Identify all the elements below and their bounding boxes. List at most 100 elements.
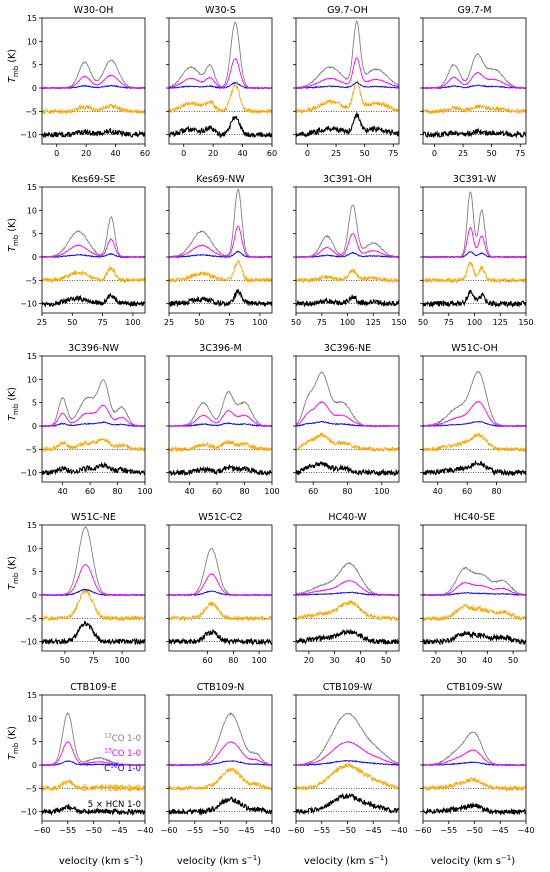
legend-entry-text: O 1-0 (118, 764, 141, 774)
y-tick-label: −5 (25, 614, 37, 623)
series-line-hcn (296, 461, 399, 477)
x-tick-label: −40 (264, 826, 281, 835)
y-tick-label: 10 (27, 714, 37, 723)
series-line-co13 (296, 232, 399, 258)
series-line-co12 (423, 52, 526, 91)
series-line-hco (169, 601, 272, 622)
series-line-co12 (42, 526, 145, 597)
y-axis-label-subscript: mb (12, 572, 20, 584)
x-tick-label: −50 (85, 826, 102, 835)
x-tick-label: 150 (391, 318, 406, 327)
y-axis-label-symbol: T (7, 753, 18, 760)
x-tick-label: 75 (224, 318, 234, 327)
series-line-hco (423, 261, 526, 285)
series-line-c18o (296, 759, 399, 767)
series-group (296, 204, 399, 308)
y-axis-label: Tmb (K) (7, 556, 20, 590)
panel-title: Kes69-SE (71, 174, 115, 185)
series-line-co13 (423, 71, 526, 89)
panel-title: 3C391-W (453, 174, 497, 185)
series-line-co12 (296, 204, 399, 259)
panel-title: W51C-NE (71, 512, 116, 523)
y-axis-label-unit: (K) (7, 726, 18, 743)
series-line-hco (423, 776, 526, 792)
series-line-hcn (42, 803, 145, 817)
series-line-co13 (296, 400, 399, 428)
x-tick-label: −60 (161, 826, 178, 835)
x-axis-label-close: ) (139, 856, 143, 867)
panel: W51C-OH 40 60 80 (420, 343, 527, 496)
series-line-co12 (169, 390, 272, 428)
series-line-hco (423, 432, 526, 453)
series-line-co13 (42, 740, 145, 767)
x-tick-label: 75 (317, 318, 327, 327)
y-tick-label: 15 (27, 14, 37, 23)
x-tick-label: 80 (228, 656, 238, 665)
y-axis-label: Tmb (K) (7, 49, 20, 83)
x-tick-label: −55 (59, 826, 76, 835)
y-axis-label-subscript: mb (12, 234, 20, 246)
panel: 3C396-M 40 60 80 100 (166, 343, 280, 496)
x-tick-label: 60 (85, 487, 95, 496)
series-line-co12 (169, 21, 272, 90)
x-tick-label: −45 (111, 826, 128, 835)
series-line-hcn (296, 112, 399, 138)
y-axis-label-symbol: T (7, 245, 18, 252)
x-tick-label: 0 (432, 149, 437, 158)
series-line-co13 (169, 573, 272, 597)
y-tick-label: −5 (25, 445, 37, 454)
plot-frame (422, 17, 527, 145)
x-axis-label-text: velocity (km s (304, 856, 374, 867)
x-tick-label: 100 (467, 318, 482, 327)
x-tick-label: 40 (433, 487, 443, 496)
series-line-co13 (169, 225, 272, 258)
plot-frame (41, 355, 146, 483)
x-tick-label: 60 (308, 487, 318, 496)
x-tick-label: 80 (112, 487, 122, 496)
plot-frame (168, 186, 273, 314)
x-tick-label: −45 (492, 826, 509, 835)
x-axis-label-text: velocity (km s (431, 856, 501, 867)
series-group (296, 712, 399, 815)
x-tick-label: 50 (508, 656, 518, 665)
series-line-hcn (296, 628, 399, 646)
panel-title: CTB109-E (70, 682, 117, 693)
x-tick-label: 25 (37, 318, 47, 327)
panel: Kes69-NW 25 50 75 100 (164, 174, 273, 327)
y-tick-label: 15 (27, 352, 37, 361)
series-line-co12 (42, 379, 145, 428)
series-line-hco (169, 82, 272, 115)
series-group (169, 21, 272, 139)
y-tick-label: −5 (25, 784, 37, 793)
series-line-co13 (169, 58, 272, 89)
series-line-co12 (296, 712, 399, 767)
x-axis-label-exponent: −1 (501, 854, 511, 862)
series-group (423, 370, 526, 477)
x-tick-label: 50 (487, 149, 497, 158)
series-group (42, 711, 145, 817)
series-line-hco (296, 762, 399, 791)
x-tick-label: 80 (491, 487, 501, 496)
series-line-co13 (296, 57, 399, 89)
x-tick-label: 50 (381, 656, 391, 665)
y-axis-label-subscript: mb (12, 65, 20, 77)
series-group (169, 390, 272, 477)
legend-entry-superscript: 12 (104, 733, 112, 740)
series-line-hcn (296, 294, 399, 308)
series-line-hco (169, 439, 272, 453)
legend-entry-superscript: 18 (110, 763, 118, 770)
x-axis-label: velocity (km s−1) (304, 854, 388, 867)
x-tick-label: 60 (212, 487, 222, 496)
panel-title: G9.7-M (457, 5, 491, 16)
panel-title: CTB109-SW (447, 682, 504, 693)
series-group (42, 526, 145, 646)
x-tick-label: 30 (457, 656, 467, 665)
x-tick-label: 25 (331, 149, 341, 158)
series-line-co13 (423, 400, 526, 428)
x-tick-label: 50 (291, 318, 301, 327)
y-axis-label-symbol: T (7, 414, 18, 421)
plot-frame (295, 355, 400, 483)
x-axis-label-close: ) (384, 856, 388, 867)
plot-frame (41, 186, 146, 314)
